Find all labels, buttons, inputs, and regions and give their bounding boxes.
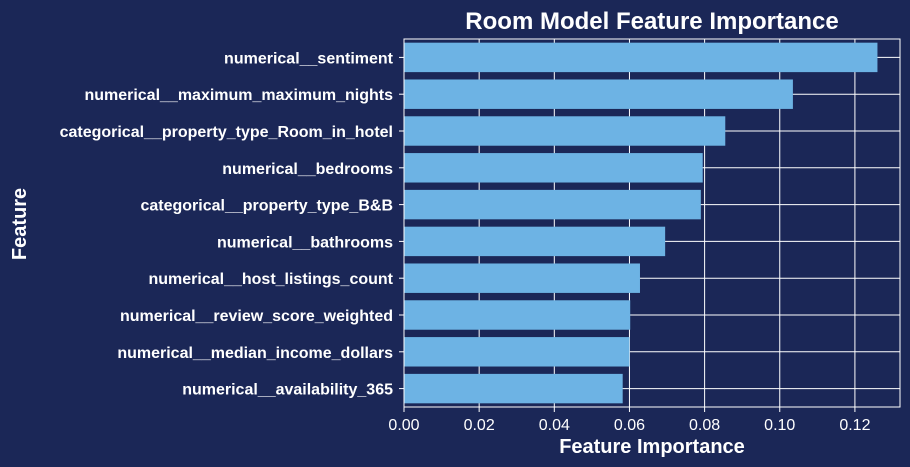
category-label: categorical__property_type_Room_in_hotel [60, 124, 393, 141]
category-labels: numerical__sentiment numerical__maximum_m… [60, 50, 394, 398]
bar [404, 226, 666, 257]
x-tick-label: 0.02 [464, 417, 495, 434]
category-label: numerical__bedrooms [222, 161, 393, 178]
x-axis-title: Feature Importance [559, 436, 745, 458]
x-tick-label: 0.12 [839, 417, 870, 434]
bar [404, 153, 703, 183]
category-label: numerical__host_listings_count [148, 271, 393, 288]
plot-border [403, 38, 901, 408]
y-axis-title: Feature [9, 188, 31, 260]
category-label: numerical__sentiment [224, 50, 394, 67]
x-tick-label: 0.08 [689, 417, 720, 434]
bar [404, 263, 640, 293]
x-tick-label: 0.04 [539, 417, 570, 434]
x-tick-label: 0.00 [388, 417, 419, 434]
x-tick-label: 0.10 [764, 417, 795, 434]
bar [404, 116, 726, 146]
bar [404, 79, 793, 109]
category-label: numerical__bathrooms [217, 234, 393, 251]
category-label: numerical__median_income_dollars [117, 345, 393, 362]
x-tick-label: 0.06 [614, 417, 645, 434]
bars [404, 42, 878, 404]
bar [404, 337, 630, 367]
bar [404, 300, 631, 330]
category-label: numerical__maximum_maximum_nights [84, 87, 393, 104]
x-tick-labels: 0.00 0.02 0.04 0.06 0.08 0.10 0.12 [388, 417, 870, 434]
bar [404, 373, 623, 404]
category-label: numerical__availability_365 [182, 382, 393, 399]
bar [404, 189, 701, 220]
chart-title: Room Model Feature Importance [465, 8, 838, 35]
category-label: numerical__review_score_weighted [120, 308, 393, 325]
plot-frame [399, 38, 901, 412]
category-label: categorical__property_type_B&B [140, 198, 393, 215]
bar [404, 42, 878, 73]
